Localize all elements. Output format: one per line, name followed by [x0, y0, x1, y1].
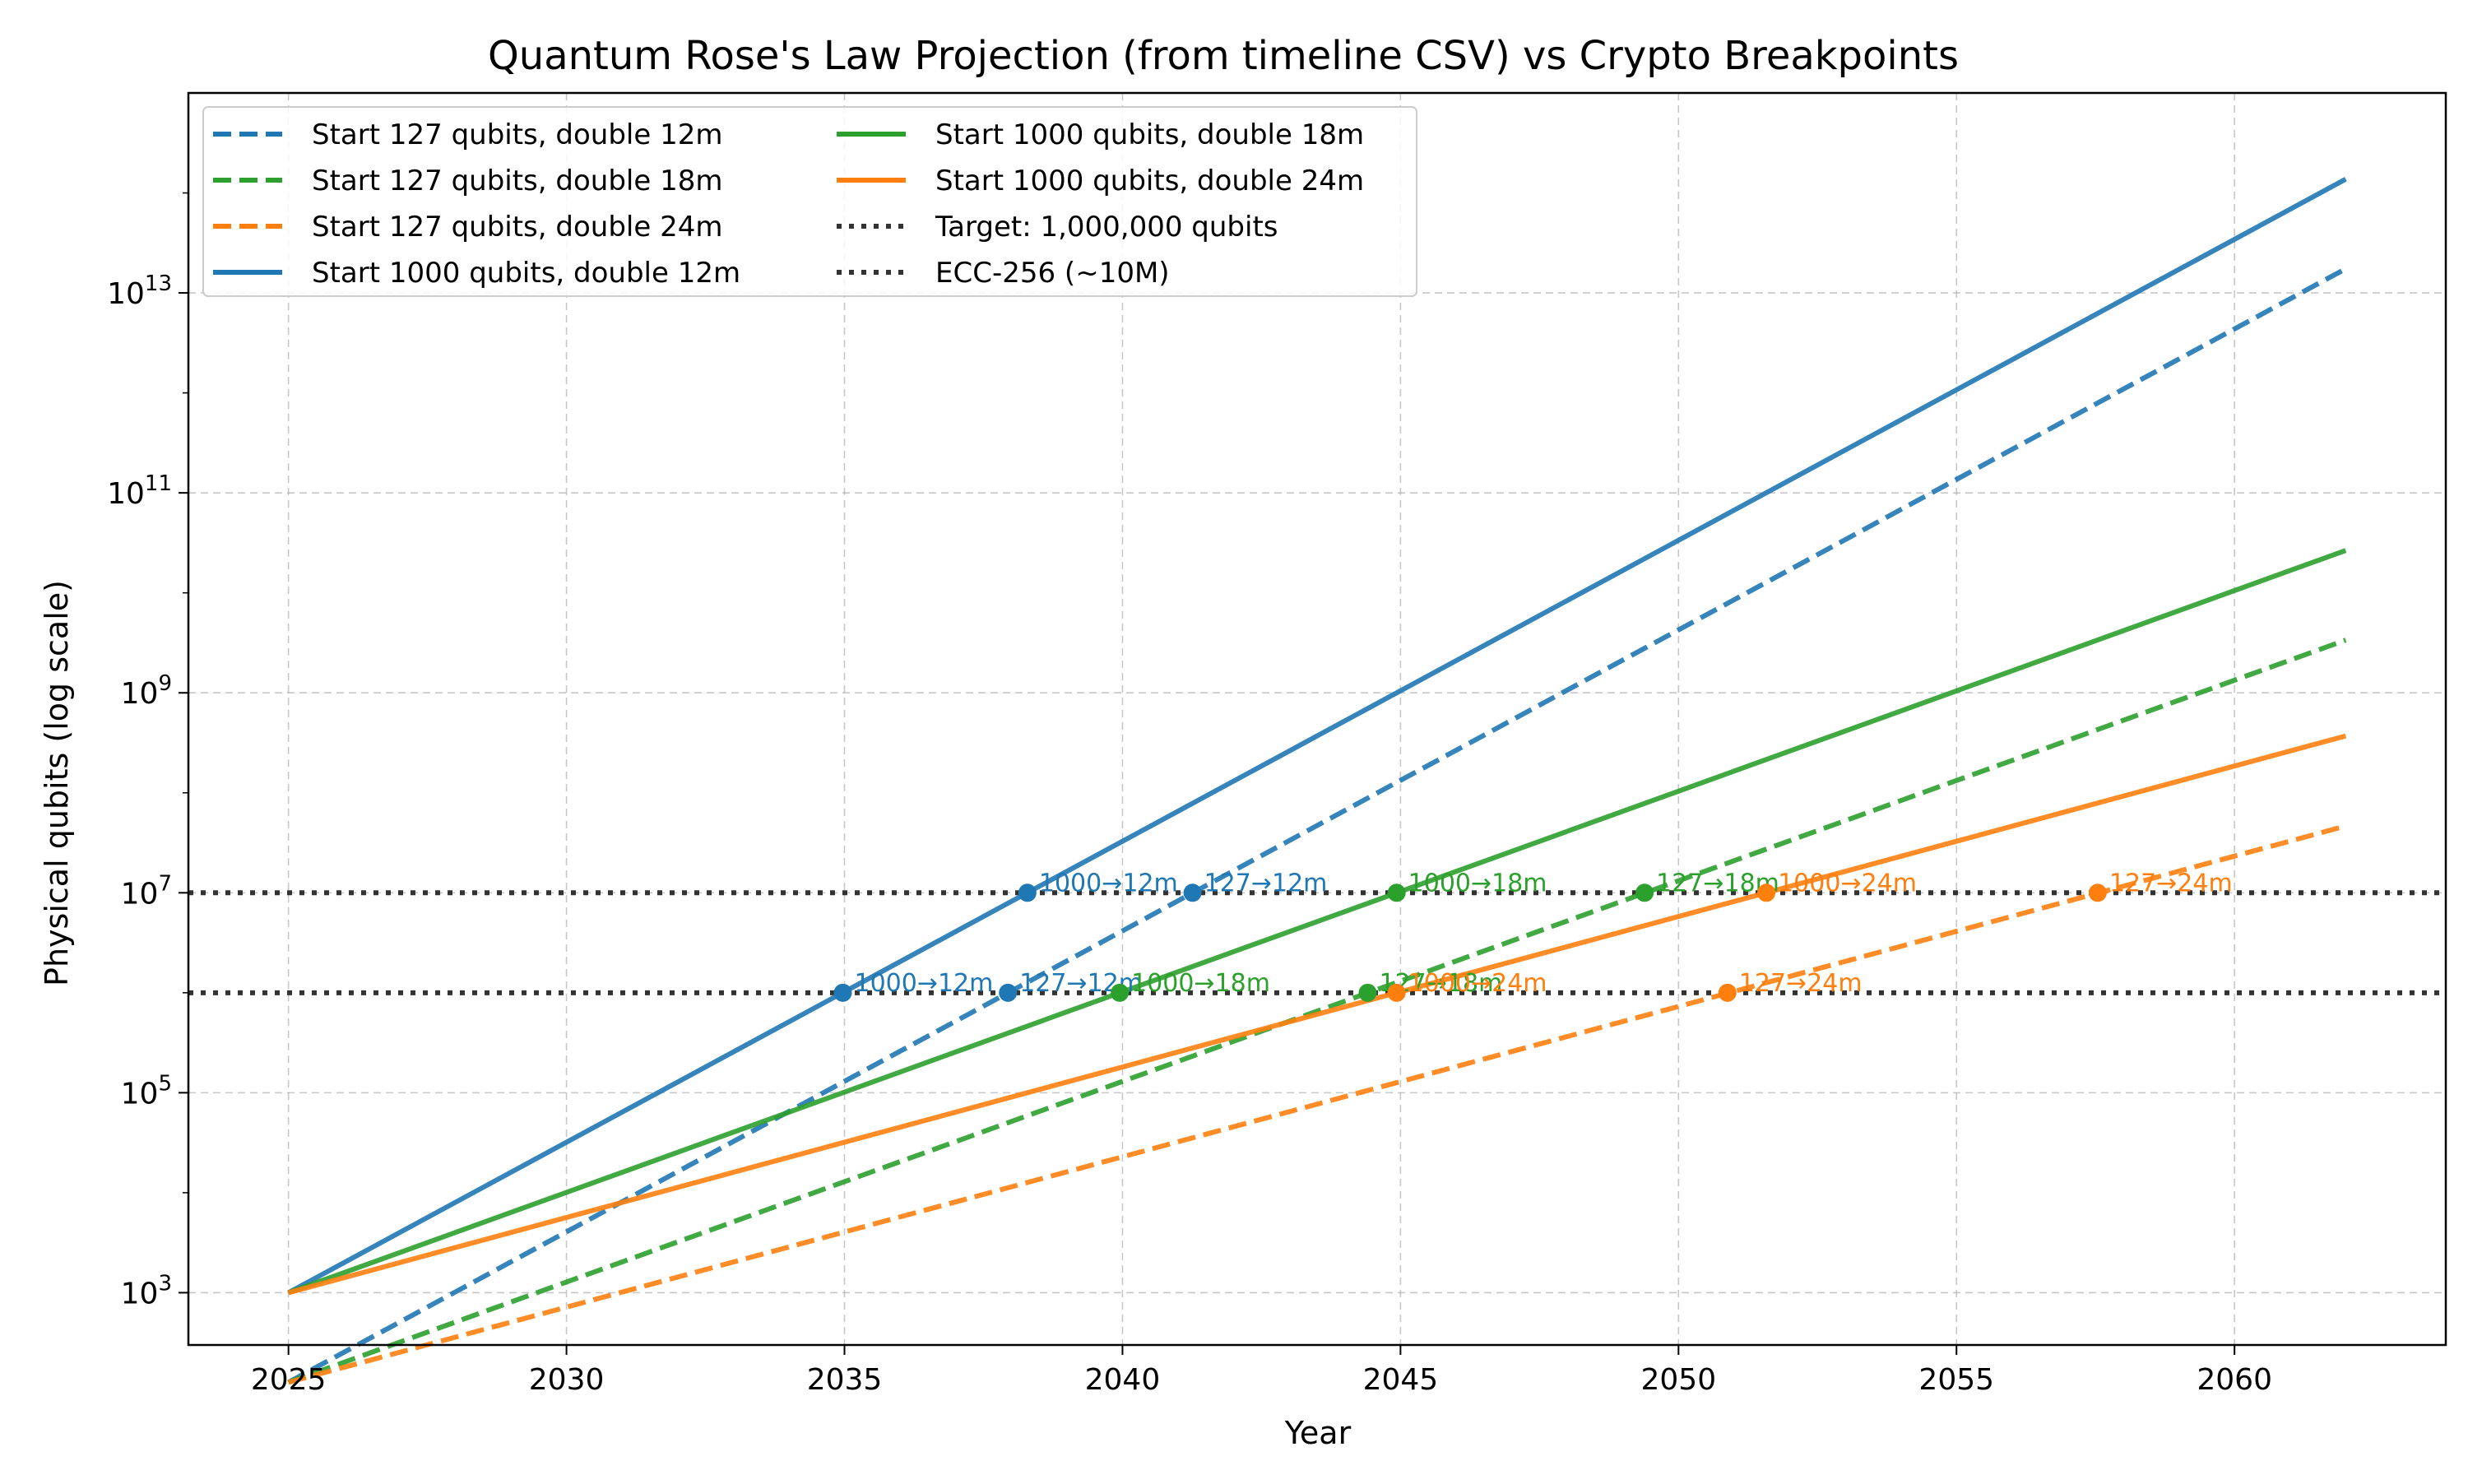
legend-label: Start 1000 qubits, double 24m	[935, 165, 1364, 197]
legend-label: ECC-256 (~10M)	[935, 257, 1170, 290]
legend-label: Start 127 qubits, double 12m	[312, 118, 722, 151]
breakpoint-label: 127→24m	[1739, 969, 1863, 998]
series-line	[287, 733, 2347, 1296]
series-line	[287, 177, 2347, 1296]
breakpoint-label: 127→12m	[1204, 869, 1328, 897]
series-line	[287, 638, 2347, 1385]
breakpoint-label: 1000→12m	[854, 969, 993, 998]
x-axis-label: Year	[1284, 1415, 1352, 1451]
breakpoint-marker	[1718, 983, 1737, 1002]
legend-label: Start 1000 qubits, double 18m	[935, 118, 1364, 151]
breakpoint-marker	[1635, 883, 1654, 902]
breakpoint-label: 1000→12m	[1039, 869, 1178, 897]
breakpoint-marker	[999, 983, 1018, 1002]
legend-label: Start 1000 qubits, double 12m	[312, 257, 740, 290]
y-tick-label: 103	[121, 1271, 172, 1310]
x-tick-label: 2025	[251, 1363, 327, 1397]
x-tick-label: 2055	[1918, 1363, 1994, 1397]
series-line	[287, 823, 2347, 1385]
y-axis-label: Physical qubits (log scale)	[39, 580, 75, 986]
breakpoint-marker	[1387, 983, 1406, 1002]
x-tick-label: 2060	[2197, 1363, 2272, 1397]
breakpoint-label: 1000→18m	[1131, 969, 1270, 998]
y-tick-label: 109	[121, 671, 172, 711]
breakpoint-marker	[1358, 983, 1377, 1002]
x-tick-label: 2035	[807, 1363, 883, 1397]
plot-frame	[187, 91, 2447, 1347]
x-tick-label: 2050	[1640, 1363, 1716, 1397]
series-line	[287, 548, 2347, 1296]
breakpoint-label: 1000→24m	[1778, 869, 1917, 897]
x-tick-label: 2040	[1085, 1363, 1161, 1397]
x-tick-label: 2030	[529, 1363, 605, 1397]
series-line	[287, 267, 2347, 1385]
series-lines	[287, 177, 2347, 1385]
breakpoint-marker	[1183, 883, 1202, 902]
legend-label: Start 127 qubits, double 24m	[312, 211, 722, 243]
y-tick-label: 105	[121, 1071, 172, 1111]
legend-label: Target: 1,000,000 qubits	[935, 211, 1278, 243]
breakpoint-label: 127→24m	[2109, 869, 2233, 897]
y-tick-label: 1011	[107, 471, 172, 511]
chart-title: Quantum Rose's Law Projection (from time…	[488, 33, 1959, 79]
breakpoint-label: 1000→18m	[1408, 869, 1547, 897]
legend-box	[202, 106, 1417, 297]
axes: 2025 2030 2035 2040 2045 2050 2055 2060 103 105 10…	[107, 192, 2272, 1397]
breakpoint-marker	[1111, 983, 1130, 1002]
x-tick-label: 2045	[1363, 1363, 1439, 1397]
breakpoint-marker	[2088, 883, 2107, 902]
legend-label: Start 127 qubits, double 18m	[312, 165, 722, 197]
breakpoint-marker	[1387, 883, 1406, 902]
legend: Start 127 qubits, double 12m Start 127 qu…	[202, 106, 1417, 297]
y-tick-label: 1013	[107, 271, 172, 311]
breakpoint-marker	[1018, 883, 1037, 902]
breakpoint-label: 1000→24m	[1408, 969, 1547, 998]
breakpoint-marker	[833, 983, 852, 1002]
y-tick-label: 107	[121, 871, 172, 911]
breakpoint-marker	[1757, 883, 1776, 902]
